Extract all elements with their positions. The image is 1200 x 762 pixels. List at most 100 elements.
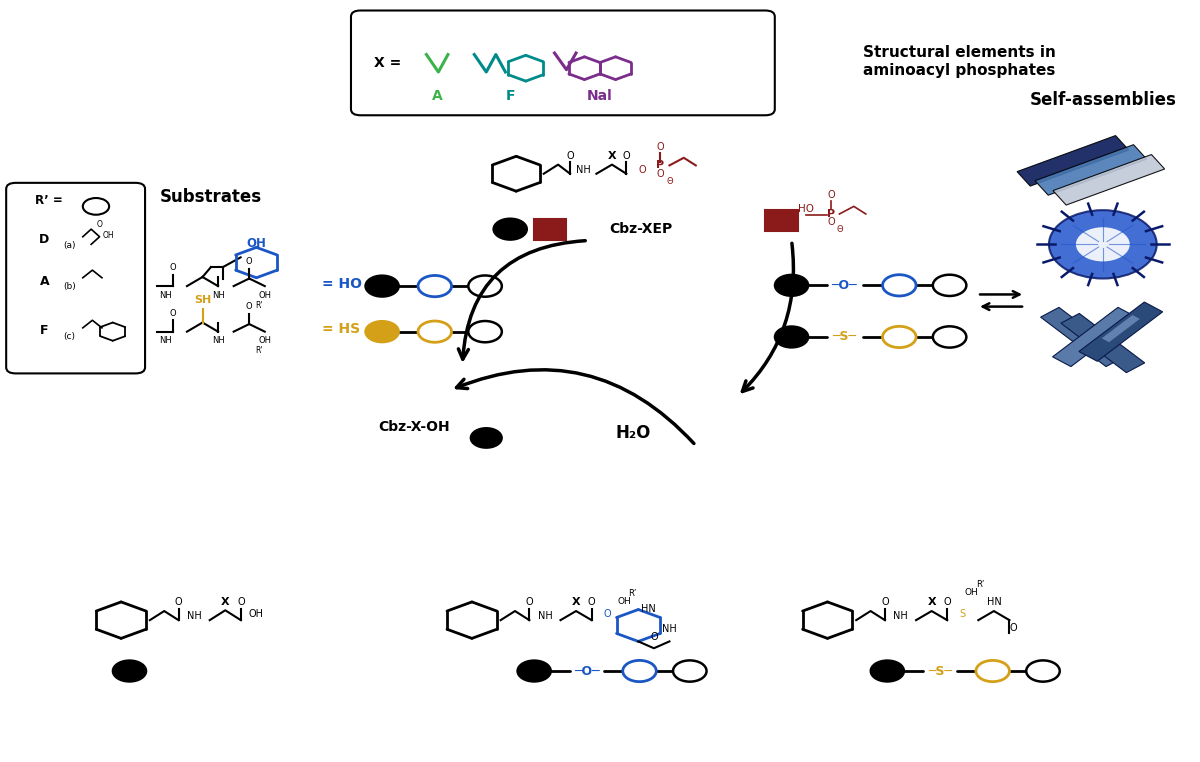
Text: HN: HN <box>986 597 1001 607</box>
Circle shape <box>882 275 916 296</box>
Circle shape <box>882 326 916 347</box>
Text: O: O <box>656 168 664 179</box>
Bar <box>534 219 566 240</box>
Text: NH: NH <box>160 291 172 299</box>
Text: ─O─: ─O─ <box>832 279 857 292</box>
Text: OH: OH <box>258 336 271 345</box>
Circle shape <box>517 661 551 682</box>
Text: O: O <box>169 264 176 272</box>
Polygon shape <box>1102 315 1140 342</box>
Text: O: O <box>638 165 646 175</box>
Text: SH: SH <box>194 295 211 305</box>
Text: Substrates: Substrates <box>160 188 262 207</box>
Text: X: X <box>928 597 936 607</box>
Text: O: O <box>827 190 835 200</box>
Text: NH: NH <box>893 611 908 621</box>
Circle shape <box>775 326 809 347</box>
Text: OH: OH <box>102 231 114 240</box>
Circle shape <box>932 326 966 347</box>
Text: (c): (c) <box>64 332 76 341</box>
Text: X =: X = <box>374 56 402 70</box>
Circle shape <box>870 661 904 682</box>
Text: (b): (b) <box>64 283 76 291</box>
Text: X: X <box>607 151 617 161</box>
Text: O: O <box>238 597 245 607</box>
Text: Ṙ': Ṙ' <box>256 300 263 309</box>
Polygon shape <box>1040 307 1124 367</box>
Ellipse shape <box>1049 210 1157 278</box>
Text: P: P <box>655 160 664 171</box>
Text: O: O <box>604 609 611 619</box>
Text: Θ: Θ <box>836 225 842 234</box>
Text: O: O <box>169 309 176 318</box>
Circle shape <box>976 661 1009 682</box>
Text: NH: NH <box>662 624 677 634</box>
Circle shape <box>470 428 502 448</box>
Text: R’ =: R’ = <box>36 194 64 207</box>
Text: ─O─: ─O─ <box>574 664 600 677</box>
Text: O: O <box>175 597 182 607</box>
Text: O: O <box>943 597 952 607</box>
Text: Cbz-X-OH: Cbz-X-OH <box>378 420 450 434</box>
Text: F: F <box>41 325 49 338</box>
Circle shape <box>418 321 451 342</box>
Text: O: O <box>656 142 664 152</box>
Text: D: D <box>40 233 49 246</box>
Text: = HS: = HS <box>323 322 360 336</box>
Text: OH: OH <box>258 291 271 299</box>
Text: HO: HO <box>798 204 814 214</box>
Text: Structural elements in
aminoacyl phosphates: Structural elements in aminoacyl phospha… <box>863 45 1056 78</box>
Text: = HO: = HO <box>323 277 362 291</box>
Polygon shape <box>1079 302 1163 361</box>
Circle shape <box>365 276 398 296</box>
Circle shape <box>468 321 502 342</box>
Text: Nal: Nal <box>587 88 613 103</box>
Text: O: O <box>566 151 574 161</box>
Text: HN: HN <box>641 604 655 613</box>
Text: NH: NH <box>187 611 202 621</box>
Text: R’: R’ <box>977 580 985 589</box>
Text: O: O <box>881 597 889 607</box>
Text: OH: OH <box>617 597 631 606</box>
Text: NH: NH <box>211 336 224 345</box>
Text: NH: NH <box>211 291 224 299</box>
Text: NH: NH <box>160 336 172 345</box>
Text: O: O <box>1009 623 1016 632</box>
Text: (a): (a) <box>64 241 76 250</box>
Text: Self-assemblies: Self-assemblies <box>1030 91 1176 109</box>
Text: F: F <box>505 88 515 103</box>
Text: R’: R’ <box>628 589 636 598</box>
Circle shape <box>468 276 502 296</box>
Circle shape <box>418 276 451 296</box>
Ellipse shape <box>1076 227 1129 261</box>
FancyBboxPatch shape <box>6 183 145 373</box>
Polygon shape <box>1018 136 1129 186</box>
Text: O: O <box>97 220 102 229</box>
Text: ─S─: ─S─ <box>833 331 857 344</box>
Text: O: O <box>246 302 252 311</box>
FancyBboxPatch shape <box>350 11 775 115</box>
Text: X: X <box>571 597 581 607</box>
Text: O: O <box>588 597 595 607</box>
Text: O: O <box>827 216 835 226</box>
Text: OH: OH <box>248 609 264 619</box>
Text: Cbz-XEP: Cbz-XEP <box>610 223 673 236</box>
Text: O: O <box>526 597 533 607</box>
Text: A: A <box>432 88 443 103</box>
Text: NH: NH <box>538 611 552 621</box>
Text: H₂O: H₂O <box>616 424 652 442</box>
Text: OH: OH <box>246 237 266 250</box>
Circle shape <box>493 219 527 240</box>
Text: NH: NH <box>576 165 590 175</box>
Text: O: O <box>650 632 658 642</box>
Text: Θ: Θ <box>666 177 673 186</box>
Text: O: O <box>623 151 630 161</box>
Bar <box>766 210 798 231</box>
Polygon shape <box>1036 145 1147 195</box>
Text: P: P <box>827 209 835 219</box>
Text: ─S─: ─S─ <box>928 664 952 677</box>
Circle shape <box>83 198 109 215</box>
Circle shape <box>932 275 966 296</box>
Polygon shape <box>1052 155 1165 205</box>
Circle shape <box>113 661 146 682</box>
